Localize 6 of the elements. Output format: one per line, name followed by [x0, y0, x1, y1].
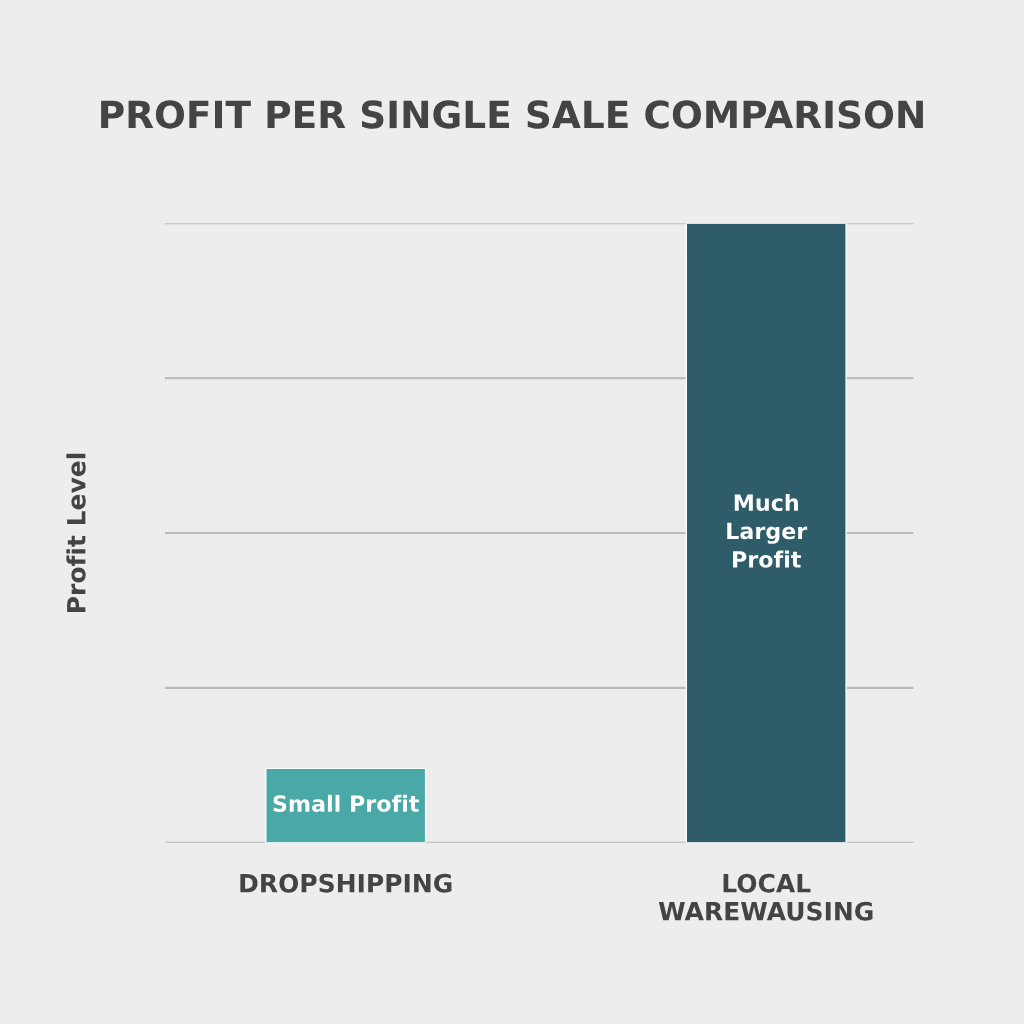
- annotation: Much Larger Profit: [727, 493, 808, 568]
- chart-title: PROFIT PER SINGLE SALE COMPARISON: [101, 100, 923, 129]
- annotation: Small Profit: [273, 794, 419, 813]
- x-tick-label: LOCAL WAREWAUSING: [658, 873, 873, 921]
- x-tick-label: DROPSHIPPING: [240, 873, 452, 893]
- y-axis-title: Profit Level: [66, 453, 86, 613]
